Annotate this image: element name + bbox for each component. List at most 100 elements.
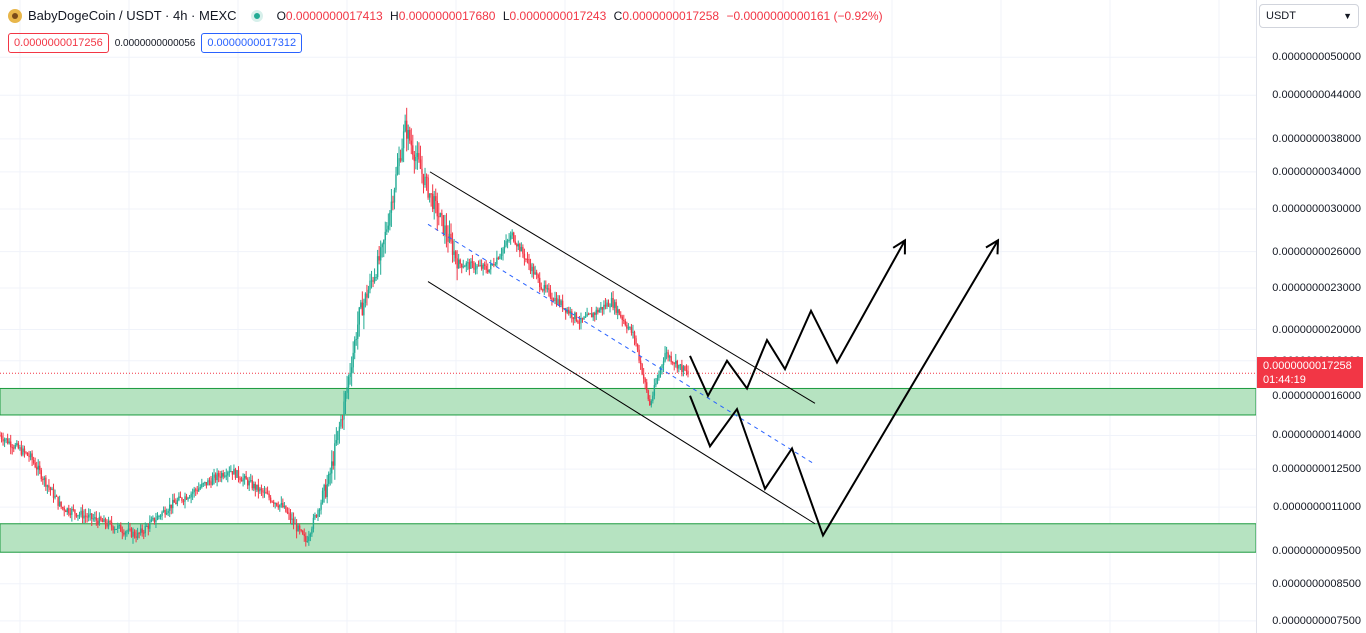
chevron-down-icon: ▼ [1343,11,1352,21]
candle-body [302,530,304,535]
candle-body [633,331,636,339]
currency-select[interactable]: USDT ▼ [1259,4,1359,28]
candle-body [540,287,542,290]
candle-body [505,241,507,246]
candle-body [22,448,24,455]
candle-body [87,514,90,518]
candle-body [569,311,571,314]
projection-path-b [689,239,999,538]
candle-body [269,497,272,502]
candle-body [490,264,492,270]
candle-body [347,376,350,388]
currency-value: USDT [1266,10,1296,22]
candle-body [415,156,417,162]
axis-tick-label: 0.0000000008500 [1272,577,1361,590]
candle-body [595,309,597,315]
candle-body [373,277,376,282]
chart-area[interactable] [0,0,1256,633]
candle-body [315,515,318,517]
candle-body [0,435,3,439]
candle-body [670,356,672,363]
candle-body [442,215,445,234]
candle-body [529,264,532,272]
candle-body [632,331,634,333]
candle-body [101,520,104,523]
candle-body [386,229,388,232]
price-chart[interactable] [0,0,1256,633]
candle-body [259,488,261,492]
market-status-icon[interactable] [250,9,263,22]
candle-body [581,317,584,320]
bid-price-button[interactable]: 0.0000000017256 [8,33,109,53]
candle-body [123,533,125,535]
candle-body [422,173,425,186]
candle-body [496,257,498,265]
candle-body [103,518,105,523]
candle-body [646,382,648,391]
candle-body [298,525,301,530]
candle-body [554,297,556,302]
symbol-title[interactable]: BabyDogeCoin / USDT · 4h · MEXC [28,8,237,23]
candle-body [230,471,232,473]
price-axis[interactable]: 0.0000000050000 0.0000000044000 0.00000000… [1256,0,1366,633]
candle-body [314,515,316,518]
candle-body [393,189,396,203]
axis-tick-label: 0.0000000011000 [1273,501,1361,514]
candle-body [418,153,420,160]
candle-body [564,308,567,313]
low-value: 0.0000000017243 [509,8,607,23]
candle-body [642,374,645,379]
candle-body [312,517,315,529]
candle-body [317,510,319,517]
candle-body [297,525,299,532]
candle-body [357,324,359,339]
candle-body [615,302,617,313]
candle-body [32,459,35,463]
candle-body [35,467,38,470]
candle-body [549,289,552,298]
candle-body [303,534,305,537]
candle-body [531,266,533,272]
bar-countdown: 01:44:19 [1263,374,1306,386]
candle-body [179,496,182,498]
candle-body [522,247,524,254]
candle-body [214,474,217,481]
candle-body [329,473,331,475]
candle-body [421,168,423,174]
support-zone [0,387,1256,416]
candle-body [46,485,49,487]
candle-body [545,285,547,289]
coin-logo-icon [8,8,22,23]
candle-body [592,313,594,318]
candle-body [360,302,362,308]
candle-body [149,521,151,529]
candle-body [485,265,487,270]
candle-body [112,526,114,531]
candle-body [211,477,214,485]
candle-body [598,309,601,313]
axis-tick-label: 0.0000000044000 [1272,89,1361,102]
candle-body [288,512,290,514]
candle-body [454,251,457,259]
candle-body [268,493,270,498]
candle-body [635,338,637,344]
candle-body [254,483,257,490]
candle-body [2,438,4,442]
ask-price-button[interactable]: 0.0000000017312 [201,33,303,53]
candle-body [594,313,596,315]
candle-body [135,536,137,538]
candle-body [107,521,110,527]
candle-body [612,298,614,308]
candle-body [43,477,46,480]
candle-body [410,140,412,146]
candle-body [80,510,82,515]
candle-body [216,473,218,481]
candle-body [196,490,198,492]
candle-body [115,528,117,530]
candle-body [321,490,324,503]
current-price-tag: 0.0000000017258 01:44:19 [1257,357,1363,388]
candle-body [167,510,169,513]
candle-body [457,259,460,269]
candle-body [251,480,253,489]
candle-body [350,367,353,373]
